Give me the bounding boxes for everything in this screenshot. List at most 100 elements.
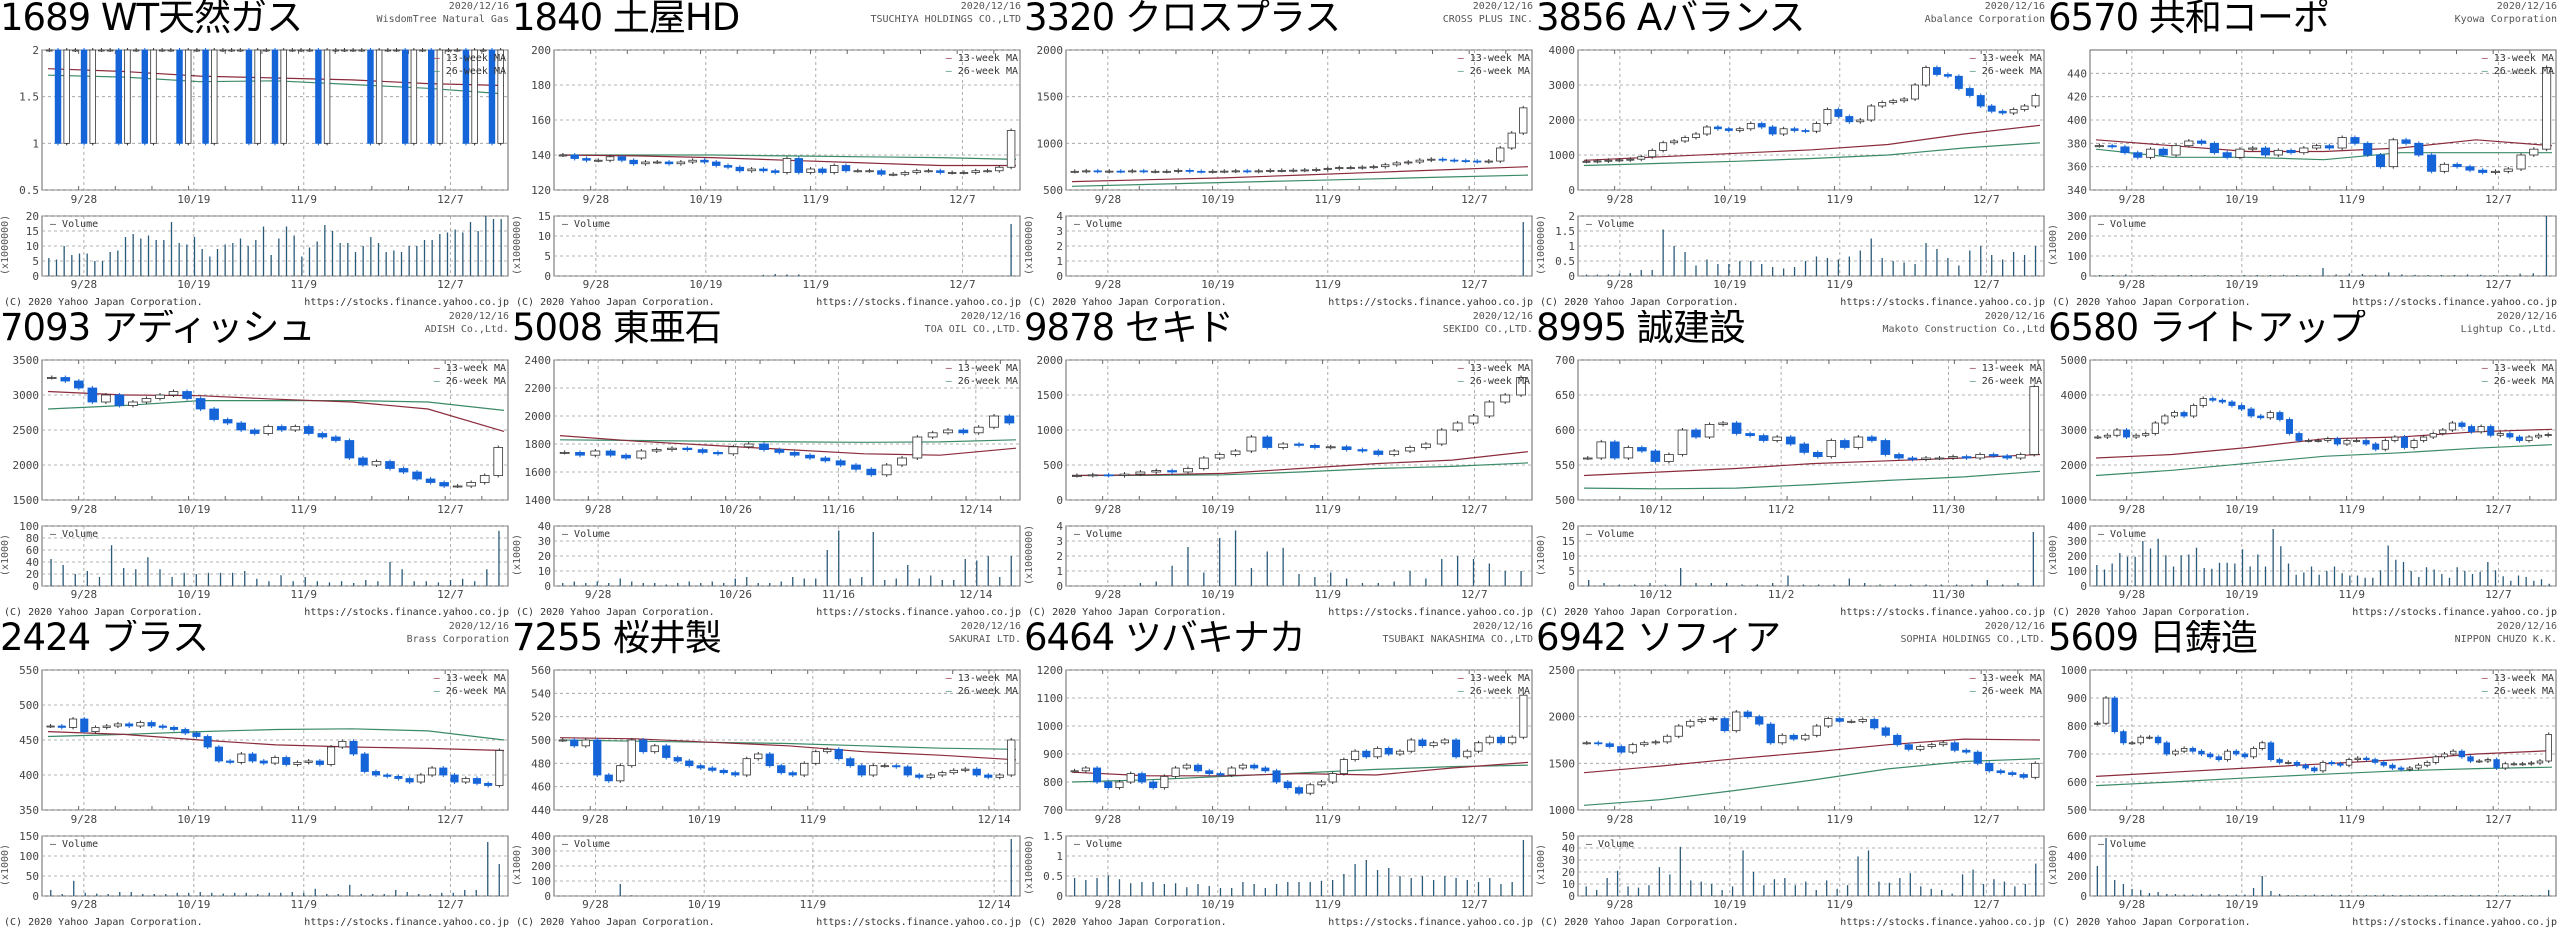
x-tick-label: 12/7 bbox=[2485, 193, 2512, 206]
volume-x-tick-label: 12/7 bbox=[949, 278, 976, 291]
volume-y-tick-label: 3 bbox=[1056, 225, 1063, 238]
candle-up bbox=[2519, 763, 2526, 766]
legend-ma26-label: 26-week MA bbox=[1981, 66, 2042, 77]
company-name: Abalance Corporation bbox=[1924, 14, 2045, 25]
candle-up bbox=[1405, 447, 1415, 452]
candle-up bbox=[445, 49, 452, 52]
candle-down bbox=[662, 745, 671, 758]
candle-down bbox=[696, 765, 705, 769]
source-link[interactable]: https://stocks.finance.yahoo.co.jp bbox=[1840, 607, 2045, 618]
candle-down bbox=[1985, 762, 1994, 772]
candle-down bbox=[2427, 154, 2437, 172]
volume-x-tick-label: 9/28 bbox=[71, 278, 98, 291]
legend-volume: – Volume bbox=[1586, 529, 1634, 541]
candle-down bbox=[1870, 719, 1879, 729]
company-name: Brass Corporation bbox=[406, 634, 509, 645]
y-tick-label: 200 bbox=[531, 44, 551, 57]
source-link[interactable]: https://stocks.finance.yahoo.co.jp bbox=[304, 917, 509, 928]
legend-ma13-swatch: – bbox=[1969, 363, 1982, 374]
candle-down bbox=[344, 440, 355, 459]
candle-up bbox=[1500, 394, 1511, 403]
candle-down bbox=[723, 165, 733, 168]
y-tick-label: 440 bbox=[531, 804, 551, 817]
candle-up bbox=[2250, 747, 2257, 758]
candle-down bbox=[2328, 761, 2335, 765]
legend-volume-label: Volume bbox=[1086, 839, 1123, 850]
volume-y-tick-label: 0 bbox=[32, 270, 39, 283]
candle-down bbox=[1262, 436, 1273, 448]
candle-up bbox=[393, 49, 400, 52]
source-link[interactable]: https://stocks.finance.yahoo.co.jp bbox=[2352, 607, 2557, 618]
ma26-line bbox=[1583, 142, 2041, 167]
candle-up bbox=[280, 49, 287, 144]
source-link[interactable]: https://stocks.finance.yahoo.co.jp bbox=[1328, 607, 1533, 618]
volume-y-tick-label: 2 bbox=[1568, 210, 1575, 223]
ma26-line bbox=[2095, 766, 2553, 787]
source-link[interactable]: https://stocks.finance.yahoo.co.jp bbox=[1328, 297, 1533, 308]
candle-up bbox=[113, 723, 122, 727]
source-link[interactable]: https://stocks.finance.yahoo.co.jp bbox=[304, 607, 509, 618]
legend-ma13-label: 13-week MA bbox=[1469, 363, 1530, 374]
source-link[interactable]: https://stocks.finance.yahoo.co.jp bbox=[816, 917, 1021, 928]
candle-down bbox=[2515, 436, 2523, 441]
candle-down bbox=[984, 774, 993, 778]
volume-y-tick-label: 0 bbox=[2080, 580, 2087, 593]
source-link[interactable]: https://stocks.finance.yahoo.co.jp bbox=[1328, 917, 1533, 928]
source-link[interactable]: https://stocks.finance.yahoo.co.jp bbox=[816, 607, 1021, 618]
y-tick-label: 500 bbox=[19, 699, 39, 712]
chart-date: 2020/12/16 bbox=[448, 621, 509, 632]
source-link[interactable]: https://stocks.finance.yahoo.co.jp bbox=[304, 297, 509, 308]
source-link[interactable]: https://stocks.finance.yahoo.co.jp bbox=[1840, 297, 2045, 308]
candle-up bbox=[2029, 386, 2040, 455]
stock-title: 2424 ブラス bbox=[0, 620, 209, 659]
candle-up bbox=[938, 772, 947, 776]
legend-volume-label: Volume bbox=[2110, 529, 2147, 540]
source-link[interactable]: https://stocks.finance.yahoo.co.jp bbox=[1840, 917, 2045, 928]
candle-down bbox=[282, 757, 291, 765]
candle-up bbox=[1735, 128, 1744, 131]
volume-y-tick-label: 0 bbox=[1568, 270, 1575, 283]
candle-up bbox=[479, 475, 490, 483]
stock-chart-panel: 350 400 450 500 550 0 50 100 150 9/28 9/28 10/19 10/… bbox=[0, 620, 512, 930]
y-tick-label: 550 bbox=[19, 664, 39, 677]
candle-down bbox=[664, 161, 674, 165]
source-link[interactable]: https://stocks.finance.yahoo.co.jp bbox=[816, 297, 1021, 308]
chart-svg: 0 1000 2000 3000 4000 0 0.5 1 1.5 2 9/28 9/28 10/19 1… bbox=[1549, 44, 2045, 291]
x-tick-label: 12/7 bbox=[437, 193, 464, 206]
candle-down bbox=[2222, 152, 2232, 158]
stock-chart-panel: 120 140 160 180 200 0 5 10 15 9/28 9/28 10/19 10/19 1… bbox=[512, 0, 1024, 310]
source-link[interactable]: https://stocks.finance.yahoo.co.jp bbox=[2352, 917, 2557, 928]
y-tick-label: 500 bbox=[1043, 184, 1063, 197]
y-tick-label: 460 bbox=[531, 781, 551, 794]
volume-y-tick-label: 0 bbox=[1056, 580, 1063, 593]
source-link[interactable]: https://stocks.finance.yahoo.co.jp bbox=[2352, 297, 2557, 308]
candle-up bbox=[1392, 162, 1401, 166]
legend-volume-swatch: – bbox=[1586, 219, 1599, 230]
volume-y-tick-label: 0 bbox=[1056, 270, 1063, 283]
plot-frame bbox=[41, 669, 509, 811]
legend-ma26-label: 26-week MA bbox=[957, 686, 1018, 697]
legend-ma26-swatch: – bbox=[945, 66, 958, 77]
volume-y-tick-label: 0 bbox=[544, 270, 551, 283]
legend-ma26-label: 26-week MA bbox=[1981, 686, 2042, 697]
candle-up bbox=[1381, 164, 1390, 168]
legend-ma26-label: 26-week MA bbox=[2493, 376, 2554, 387]
x-tick-label: 10/19 bbox=[688, 813, 721, 826]
candle-up bbox=[1160, 775, 1169, 788]
legend-ma26-label: 26-week MA bbox=[1469, 686, 1530, 697]
candle-up bbox=[559, 451, 570, 454]
y-tick-label: 1000 bbox=[1549, 804, 1576, 817]
volume-y-tick-label: 20 bbox=[26, 568, 39, 581]
x-tick-label: 11/9 bbox=[291, 193, 318, 206]
candle-up bbox=[1889, 100, 1898, 103]
candle-up bbox=[2171, 145, 2181, 156]
candle-down bbox=[1724, 128, 1733, 131]
candle-down bbox=[2467, 756, 2474, 762]
candle-up bbox=[594, 159, 603, 162]
candle-down bbox=[1950, 742, 1959, 751]
candle-down bbox=[304, 426, 314, 434]
candle-up bbox=[881, 464, 892, 476]
legend-ma13-label: 13-week MA bbox=[957, 673, 1018, 684]
candle-down bbox=[2468, 426, 2476, 433]
candle-up bbox=[2184, 140, 2194, 147]
